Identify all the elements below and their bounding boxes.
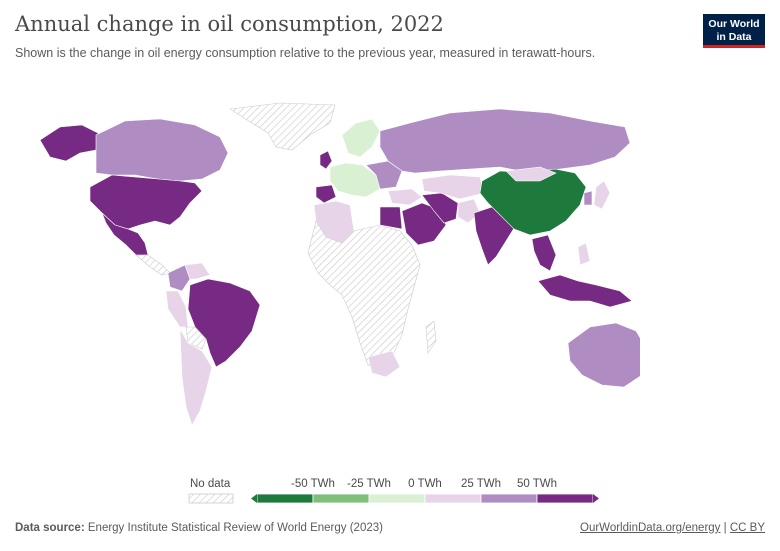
sahara-africa-region <box>307 220 421 370</box>
egypt-region <box>379 206 403 230</box>
logo-line-2: in Data <box>716 31 752 43</box>
russia-region <box>379 108 631 174</box>
license-link[interactable]: CC BY <box>729 522 765 534</box>
venezuela-region <box>184 262 211 280</box>
turkey-region <box>387 188 423 206</box>
legend-left-arrow <box>251 494 257 503</box>
legend-bin-label: 50 TWh <box>517 478 557 490</box>
philippines-region <box>577 242 591 266</box>
korea-region <box>583 190 593 206</box>
australia-region <box>567 322 640 388</box>
bolivia-paraguay-region <box>185 326 207 350</box>
legend-swatch-5 <box>536 493 594 504</box>
legend-no-data-label: No data <box>190 478 231 490</box>
legend-bin-label: 0 TWh <box>408 478 442 490</box>
legend-swatch-1 <box>312 493 370 504</box>
central-asia-region <box>421 174 485 200</box>
site-link[interactable]: OurWorldinData.org/energy <box>580 522 721 534</box>
logo-line-1: Our World <box>708 18 760 30</box>
legend-swatch-4 <box>480 493 538 504</box>
spain-region <box>315 184 337 204</box>
japan-region <box>593 180 611 210</box>
chart-title: Annual change in oil consumption, 2022 <box>15 12 444 36</box>
footer: Data source: Energy Institute Statistica… <box>15 522 765 534</box>
peru-region <box>165 290 189 328</box>
legend-bin-label: 25 TWh <box>461 478 501 490</box>
legend-no-data-swatch <box>188 493 234 504</box>
legend-swatch-0 <box>256 493 314 504</box>
scandinavia-region <box>341 118 381 158</box>
link-separator: | <box>723 522 727 534</box>
colombia-region <box>167 264 191 292</box>
owid-logo[interactable]: Our World in Data <box>703 14 765 48</box>
alaska-region <box>39 124 99 162</box>
footer-links: OurWorldinData.org/energy | CC BY <box>580 522 765 534</box>
middle-east-region <box>401 202 447 246</box>
legend-swatch-3 <box>424 493 482 504</box>
world-map <box>39 102 640 426</box>
indonesia-region <box>537 274 633 308</box>
central-america-region <box>135 254 171 276</box>
legend-right-arrow <box>593 494 599 503</box>
mongolia-region <box>505 166 557 182</box>
chart-subtitle: Shown is the change in oil energy consum… <box>15 46 596 60</box>
legend-bin-label: -50 TWh <box>291 478 335 490</box>
madagascar-region <box>425 320 437 354</box>
legend-swatch-2 <box>368 493 426 504</box>
source-label: Data source: <box>15 522 85 534</box>
uk-region <box>319 150 333 170</box>
logo-red-bar <box>703 45 765 48</box>
western-europe-region <box>329 162 381 198</box>
greenland-region <box>229 102 336 151</box>
south-africa-region <box>367 350 401 378</box>
argentina-chile-region <box>179 328 213 426</box>
source-text: Energy Institute Statistical Review of W… <box>87 522 383 534</box>
southeast-asia-region <box>531 234 557 272</box>
canada-region <box>95 118 229 182</box>
legend-bin-label: -25 TWh <box>347 478 391 490</box>
legend: No data -50 TWh -25 TWh 0 TWh 25 TWh 50 TWh <box>188 478 599 504</box>
